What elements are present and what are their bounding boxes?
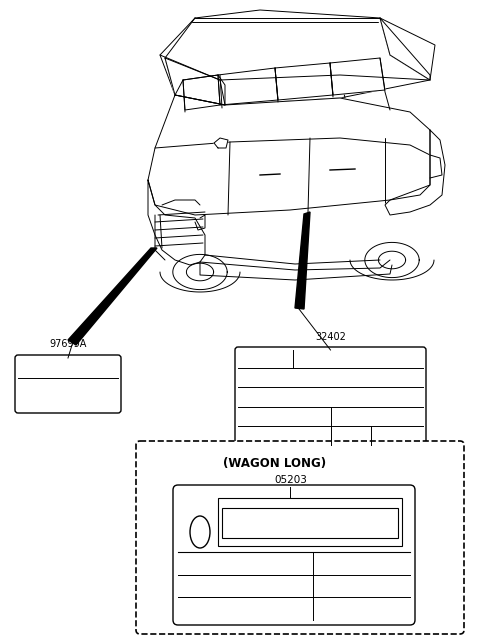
Polygon shape <box>380 18 430 80</box>
Bar <box>218 498 402 546</box>
Polygon shape <box>295 212 310 309</box>
Polygon shape <box>214 138 228 148</box>
Polygon shape <box>275 63 333 100</box>
Polygon shape <box>148 95 430 215</box>
Text: 05203: 05203 <box>274 475 307 485</box>
Polygon shape <box>173 254 227 290</box>
Text: 32402: 32402 <box>315 332 346 342</box>
Ellipse shape <box>190 516 210 548</box>
Polygon shape <box>165 58 225 105</box>
Text: (WAGON LONG): (WAGON LONG) <box>223 456 326 469</box>
Polygon shape <box>385 130 445 215</box>
Polygon shape <box>148 180 205 265</box>
FancyBboxPatch shape <box>173 485 415 625</box>
Polygon shape <box>68 248 157 345</box>
FancyBboxPatch shape <box>136 441 464 634</box>
Polygon shape <box>175 75 225 105</box>
Polygon shape <box>218 68 278 105</box>
Polygon shape <box>365 242 419 278</box>
Polygon shape <box>160 10 435 80</box>
Bar <box>222 508 398 538</box>
FancyBboxPatch shape <box>235 347 426 448</box>
Polygon shape <box>183 75 220 110</box>
FancyBboxPatch shape <box>15 355 121 413</box>
Polygon shape <box>330 58 385 95</box>
Text: 97699A: 97699A <box>49 339 87 349</box>
